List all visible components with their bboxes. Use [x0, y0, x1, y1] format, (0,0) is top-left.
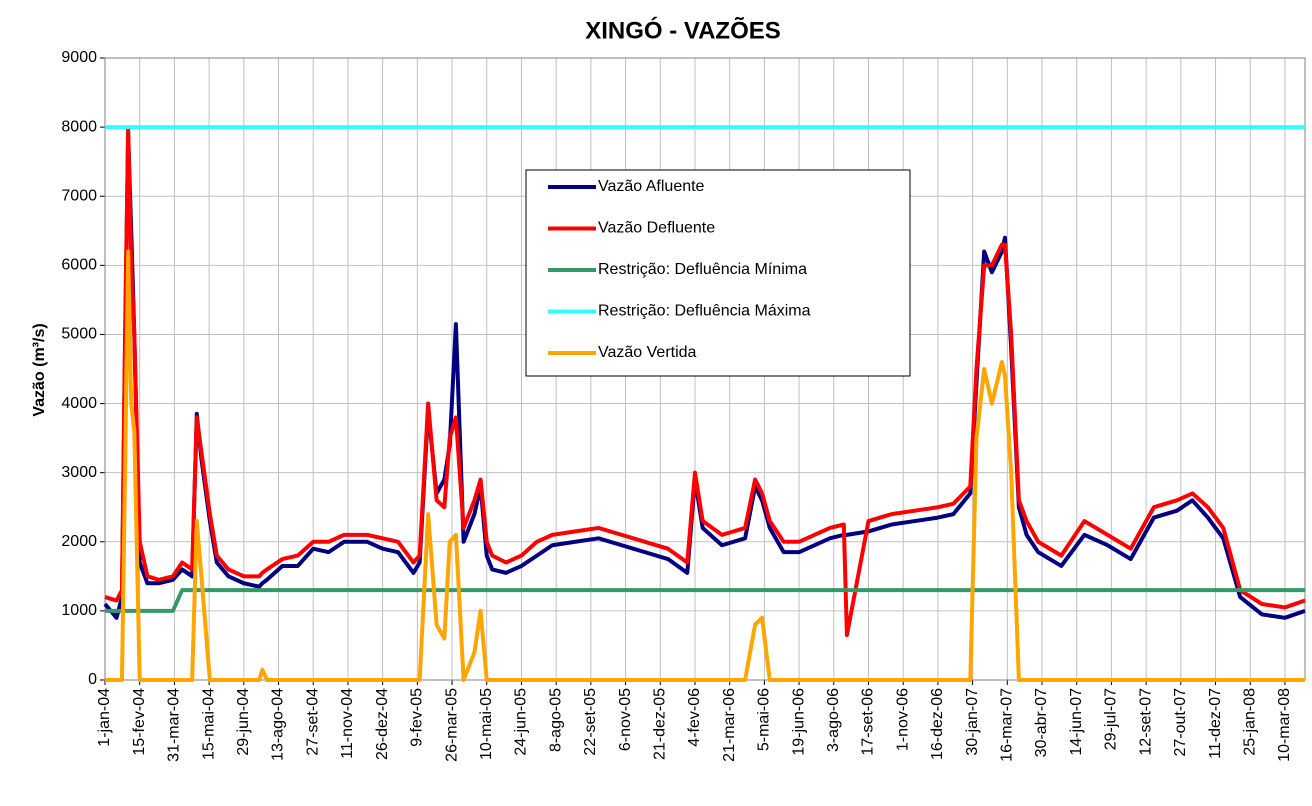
x-tick-label: 9-fev-05: [409, 688, 426, 747]
x-tick-label: 5-mai-06: [756, 688, 773, 751]
x-tick-label: 29-jul-07: [1103, 688, 1120, 750]
x-tick-label: 11-dez-07: [1207, 688, 1224, 759]
y-tick-label: 0: [88, 671, 97, 688]
x-tick-label: 11-nov-04: [339, 688, 356, 759]
x-tick-label: 24-jun-05: [513, 688, 530, 756]
x-tick-label: 27-out-07: [1172, 688, 1189, 757]
x-tick-label: 29-jun-04: [235, 688, 252, 756]
x-tick-label: 16-dez-06: [929, 688, 946, 760]
legend-label: Restrição: Defluência Mínima: [598, 261, 807, 278]
x-tick-label: 10-mai-05: [478, 688, 495, 760]
x-tick-label: 30-jan-07: [964, 688, 981, 756]
y-tick-label: 3000: [61, 464, 97, 481]
y-tick-label: 1000: [61, 602, 97, 619]
x-tick-label: 19-jun-06: [790, 688, 807, 756]
legend-label: Vazão Afluente: [598, 178, 705, 195]
x-tick-label: 1-nov-06: [894, 688, 911, 751]
legend-label: Vazão Vertida: [598, 344, 697, 361]
x-tick-label: 22-set-05: [582, 688, 599, 756]
x-tick-label: 25-jan-08: [1241, 688, 1258, 756]
x-tick-label: 26-dez-04: [374, 688, 391, 760]
x-tick-label: 4-fev-06: [686, 688, 703, 747]
legend-box: [525, 169, 911, 377]
x-tick-label: 13-ago-04: [270, 688, 287, 761]
x-tick-label: 1-jan-04: [96, 688, 113, 747]
x-tick-label: 15-fev-04: [131, 688, 148, 756]
data-line: [104, 125, 1306, 638]
x-tick-label: 27-set-04: [304, 688, 321, 756]
x-tick-label: 26-mar-05: [443, 688, 460, 762]
x-tick-label: 16-mar-07: [999, 688, 1016, 762]
x-tick-label: 30-abr-07: [1033, 688, 1050, 757]
x-tick-label: 31-mar-04: [166, 688, 183, 762]
x-tick-label: 12-set-07: [1137, 688, 1154, 756]
y-tick-label: 8000: [61, 118, 97, 135]
x-tick-label: 17-set-06: [860, 688, 877, 756]
data-line: [105, 588, 1305, 613]
legend-label: Restrição: Defluência Máxima: [598, 303, 811, 320]
x-tick-label: 3-ago-06: [825, 688, 842, 752]
x-tick-label: 15-mai-04: [200, 688, 217, 760]
x-tick-label: 10-mar-08: [1276, 688, 1293, 762]
legend-label: Vazão Defluente: [598, 220, 715, 237]
y-axis-label: Vazão (m³/s): [31, 323, 48, 416]
y-tick-label: 4000: [61, 395, 97, 412]
data-line: [105, 249, 1305, 682]
y-tick-label: 6000: [61, 257, 97, 274]
x-tick-label: 6-nov-05: [617, 688, 634, 751]
y-tick-label: 5000: [61, 326, 97, 343]
y-tick-label: 9000: [61, 49, 97, 66]
x-tick-label: 21-dez-05: [651, 688, 668, 760]
x-tick-label: 8-ago-05: [547, 688, 564, 752]
x-tick-label: 14-jun-07: [1068, 688, 1085, 756]
x-tick-label: 21-mar-06: [721, 688, 738, 762]
y-tick-label: 2000: [61, 533, 97, 550]
chart-title: XINGÓ - VAZÕES: [585, 16, 781, 44]
y-tick-label: 7000: [61, 187, 97, 204]
